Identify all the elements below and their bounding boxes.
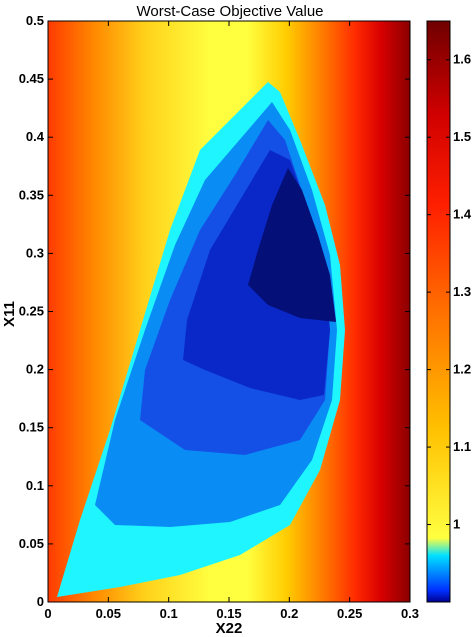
colorbar-tick-label: 1.6 <box>453 52 471 67</box>
x-axis-label: X22 <box>216 620 243 637</box>
x-tick-label: 0.25 <box>337 606 362 621</box>
y-tick-label: 0.35 <box>19 187 44 202</box>
y-tick-label: 0.05 <box>19 536 44 551</box>
colorbar-tick-label: 1.3 <box>453 284 471 299</box>
region-level-5 <box>248 168 336 322</box>
x-tick-label: 0.15 <box>216 606 241 621</box>
y-axis: 0 0.05 0.1 0.15 0.2 0.25 0.3 0.35 0.4 0.45 0.5 <box>19 13 410 609</box>
feasible-region <box>57 82 345 597</box>
colorbar: 1 1.1 1.2 1.3 1.4 1.5 1.6 <box>426 20 472 603</box>
y-tick-label: 0.2 <box>26 362 44 377</box>
colorbar-tick-label: 1 <box>453 517 460 532</box>
plot-area <box>48 21 410 602</box>
colorbar-tick-label: 1.2 <box>453 362 471 377</box>
x-tick-label: 0.05 <box>96 606 121 621</box>
x-tick-label: 0 <box>44 606 51 621</box>
colorbar-bar <box>426 20 451 603</box>
colorbar-tick-label: 1.4 <box>453 207 472 222</box>
x-tick-label: 0.2 <box>280 606 298 621</box>
x-tick-label: 0.1 <box>160 606 178 621</box>
y-tick-label: 0.5 <box>26 13 44 28</box>
y-tick-label: 0.15 <box>19 420 44 435</box>
y-tick-label: 0.1 <box>26 478 44 493</box>
y-tick-label: 0.4 <box>26 129 45 144</box>
y-axis-label: X11 <box>1 301 18 327</box>
x-axis: 0 0.05 0.1 0.15 0.2 0.25 0.3 <box>44 21 419 621</box>
y-tick-label: 0.25 <box>19 304 44 319</box>
x-tick-label: 0.3 <box>401 606 419 621</box>
chart-title: Worst-Case Objective Value <box>136 3 323 20</box>
y-tick-label: 0 <box>37 594 44 609</box>
colorbar-tick-label: 1.1 <box>453 439 471 454</box>
y-tick-label: 0.3 <box>26 245 44 260</box>
y-tick-label: 0.45 <box>19 71 44 86</box>
colorbar-tick-label: 1.5 <box>453 129 471 144</box>
colorbar-axis: 1 1.1 1.2 1.3 1.4 1.5 1.6 <box>427 52 472 532</box>
